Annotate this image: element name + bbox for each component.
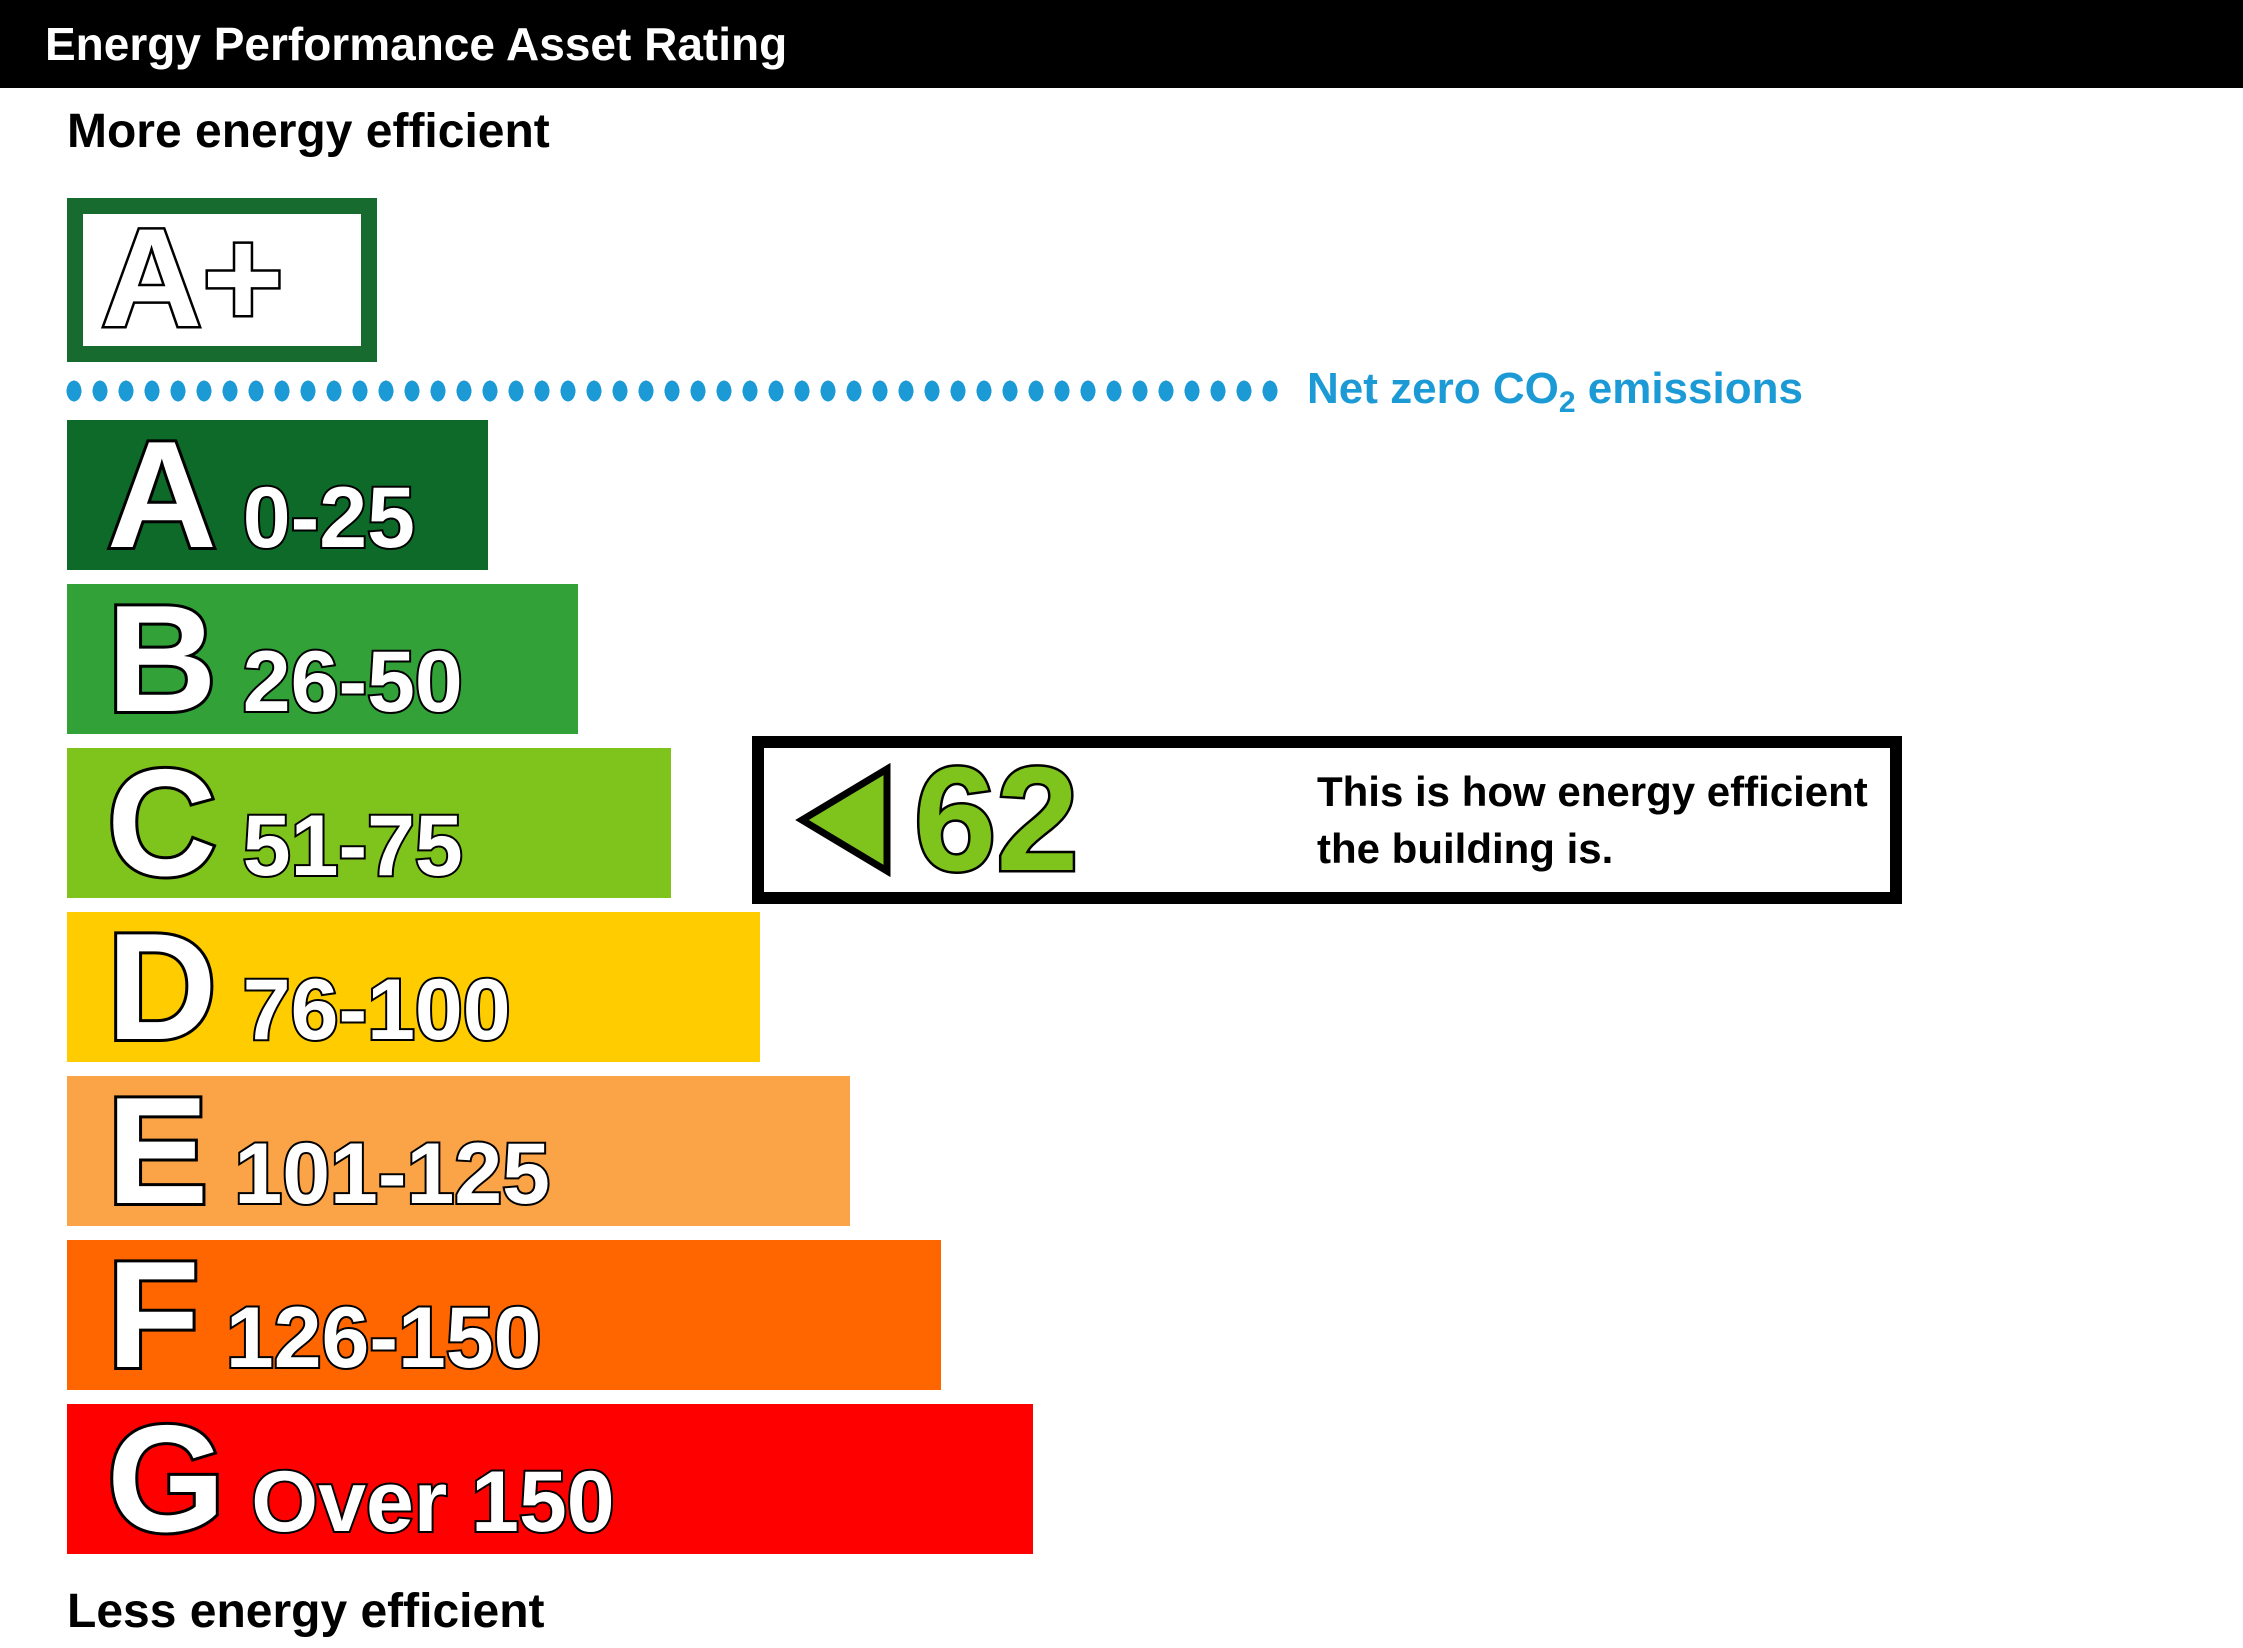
rating-description: This is how energy efficient the buildin… xyxy=(1317,763,1868,877)
page-title: Energy Performance Asset Rating xyxy=(45,18,788,70)
band-row: F 126-150 xyxy=(67,1236,941,1394)
band-row: E 101-125 xyxy=(67,1072,850,1230)
band-range: 101-125 xyxy=(232,1124,552,1224)
band-letter: C xyxy=(104,738,220,908)
left-arrow-icon xyxy=(795,762,891,878)
band-letter: F xyxy=(104,1230,203,1400)
band-letter: G xyxy=(104,1394,228,1564)
rating-description-line1: This is how energy efficient xyxy=(1317,768,1868,815)
band-row: C 51-75 xyxy=(67,744,671,902)
band-letter: D xyxy=(104,902,220,1072)
header-bar: Energy Performance Asset Rating xyxy=(0,0,2243,88)
band-range: 126-150 xyxy=(224,1288,544,1388)
band-row: D 76-100 xyxy=(67,908,760,1066)
band-row: G Over 150 xyxy=(67,1400,1033,1558)
more-energy-efficient-label: More energy efficient xyxy=(67,105,550,158)
band-letter: E xyxy=(104,1066,211,1236)
rating-description-line2: the building is. xyxy=(1317,825,1614,872)
band-range: 51-75 xyxy=(241,796,465,896)
band-range: 26-50 xyxy=(241,632,465,732)
net-zero-label-subscript: 2 xyxy=(1558,386,1576,419)
band-row: A 0-25 xyxy=(67,416,488,574)
bands: A 0-25 B 26-50 C 51-75 D 76-100 E 101-125 F 12… xyxy=(67,416,1033,1568)
rating-indicator-box: 62 This is how energy efficient the buil… xyxy=(752,736,1902,904)
band-letter: A xyxy=(104,410,220,580)
band-range: Over 150 xyxy=(249,1452,616,1552)
band-row: B 26-50 xyxy=(67,580,578,738)
band-row-a-plus: A+ xyxy=(67,198,377,362)
band-range: 76-100 xyxy=(241,960,513,1060)
net-zero-label: Net zero CO2 emissions xyxy=(1307,364,1803,419)
band-range: 0-25 xyxy=(241,468,417,568)
less-energy-efficient-label: Less energy efficient xyxy=(67,1585,545,1638)
net-zero-dotted-line xyxy=(62,379,1280,403)
left-arrow-shape xyxy=(795,762,891,878)
net-zero-label-suffix: emissions xyxy=(1575,364,1803,413)
band-letter-a-plus: A+ xyxy=(99,199,287,356)
band-letter: B xyxy=(104,574,220,744)
net-zero-label-prefix: Net zero CO xyxy=(1307,364,1559,413)
rating-value: 62 xyxy=(912,737,1082,902)
